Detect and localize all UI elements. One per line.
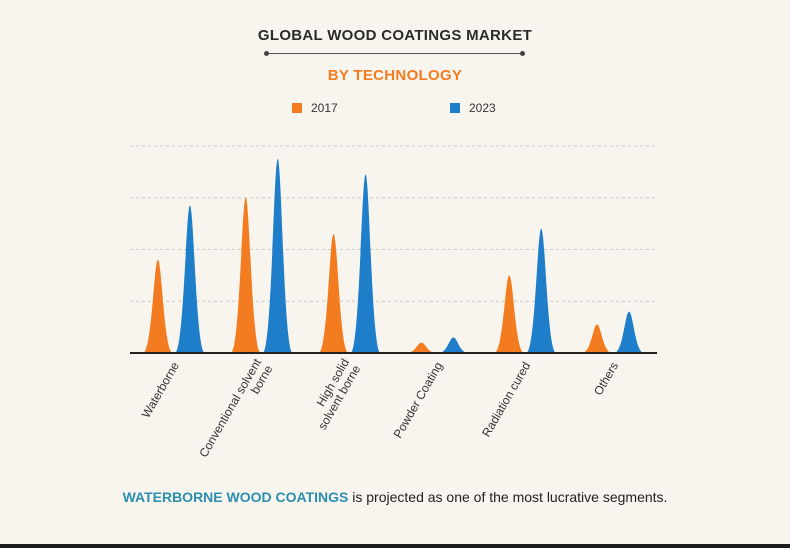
category-label: Conventional solventborne [196, 356, 275, 467]
category-label: Others [591, 360, 621, 398]
bottom-bar [0, 544, 790, 548]
peak-2017-1 [230, 197, 261, 353]
peak-2023-2 [350, 174, 381, 353]
legend-swatch-2017 [292, 103, 302, 113]
divider-dot-right [520, 51, 525, 56]
category-label: Radiation cured [479, 360, 533, 440]
category-label: Powder Coating [391, 360, 446, 441]
peak-2017-4 [494, 275, 525, 353]
peak-2023-5 [614, 311, 645, 353]
peak-2017-5 [582, 324, 613, 353]
legend-item-2017: 2017 [292, 101, 338, 115]
peak-2023-0 [174, 205, 205, 353]
divider-dot-left [264, 51, 269, 56]
footer-highlight: WATERBORNE WOOD COATINGS [122, 489, 349, 505]
title-divider [264, 51, 525, 56]
peak-2017-3 [406, 342, 437, 353]
legend-label-2023: 2023 [469, 101, 496, 115]
legend-item-2023: 2023 [450, 101, 496, 115]
category-label: Waterborne [139, 359, 182, 420]
legend-swatch-2023 [450, 103, 460, 113]
peak-2017-0 [142, 259, 173, 353]
peak-2023-1 [262, 158, 293, 353]
footer-text: is projected as one of the most lucrativ… [348, 489, 668, 505]
peak-2023-4 [526, 228, 557, 353]
chart-title: GLOBAL WOOD COATINGS MARKET [257, 27, 533, 44]
legend-label-2017: 2017 [311, 101, 338, 115]
peak-2017-2 [318, 233, 349, 353]
footer-note: WATERBORNE WOOD COATINGS is projected as… [0, 489, 790, 505]
peak-2023-3 [438, 337, 469, 353]
chart-subtitle: BY TECHNOLOGY [327, 67, 463, 84]
category-label: High solidsolvent borne [304, 356, 364, 432]
